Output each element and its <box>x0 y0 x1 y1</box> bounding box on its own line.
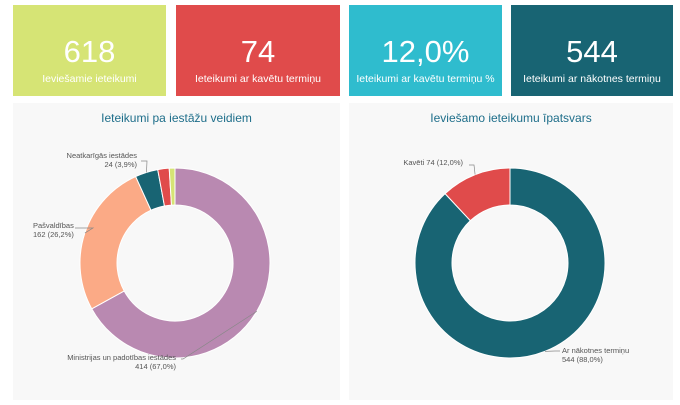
data-label-value: 24 (3,9%) <box>104 160 137 169</box>
label-leader-line <box>75 227 95 234</box>
kpi-tile-future: 544 Ieteikumi ar nākotnes termiņu <box>511 5 673 96</box>
data-label-value: 544 (88,0%) <box>562 355 603 364</box>
label-leader-line <box>141 160 148 173</box>
label-leader-line <box>469 164 476 175</box>
kpi-label: Ieteikumi ar kavētu termiņu <box>194 73 322 85</box>
kpi-value: 618 <box>63 34 116 69</box>
data-label: Kavēti 74 (12,0%) <box>403 158 463 167</box>
chart-title: Ieteikumi pa iestāžu veidiem <box>101 111 252 125</box>
data-label-value: 162 (26,2%) <box>33 230 74 239</box>
chart-panel-institution-types: Ieteikumi pa iestāžu veidiem Ministrijas… <box>13 103 340 400</box>
kpi-tile-overdue: 74 Ieteikumi ar kavētu termiņu <box>176 5 340 96</box>
chart-title: Ieviešamo ieteikumu īpatsvars <box>430 111 592 125</box>
pie-slice-pas-valdi-bas[interactable] <box>79 175 152 310</box>
data-label: Pašvaldības <box>33 221 74 230</box>
data-label: Ar nākotnes termiņu <box>562 346 629 355</box>
pie-slice-segment-4[interactable] <box>168 167 176 206</box>
kpi-label: Ieteikumi ar kavētu termiņu % <box>356 73 495 85</box>
kpi-value: 12,0% <box>381 34 470 69</box>
pie-slice-ar-na-kotnes-termin-u[interactable] <box>414 167 606 359</box>
kpi-label: Ieviešamie ieteikumi <box>42 73 137 85</box>
pie-slice-kave-ti[interactable] <box>444 167 511 222</box>
pie-slice-ministrijas-un-padoti-bas-iesta-des[interactable] <box>91 167 271 359</box>
kpi-tile-total: 618 Ieviešamie ieteikumi <box>13 5 166 96</box>
data-label: Ministrijas un padotības iestādes <box>67 353 176 362</box>
kpi-value: 544 <box>566 34 618 69</box>
kpi-label: Ieteikumi ar nākotnes termiņu <box>523 73 661 85</box>
data-label: Neatkarīgās iestādes <box>67 151 138 160</box>
label-leader-line <box>181 311 257 360</box>
kpi-value: 74 <box>240 34 276 69</box>
chart-panel-implementation-share: Ieviešamo ieteikumu īpatsvars Ar nākotne… <box>349 103 673 400</box>
data-label-value: 414 (67,0%) <box>135 362 176 371</box>
kpi-tile-overdue-percent: 12,0% Ieteikumi ar kavētu termiņu % <box>349 5 502 96</box>
